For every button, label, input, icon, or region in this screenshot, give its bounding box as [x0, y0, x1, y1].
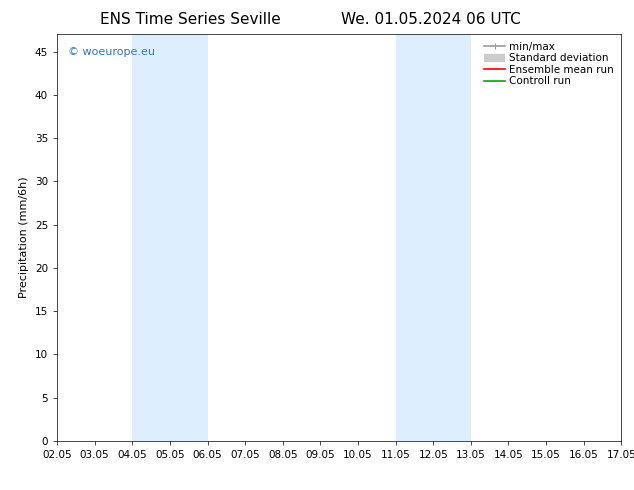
Text: We. 01.05.2024 06 UTC: We. 01.05.2024 06 UTC [341, 12, 521, 27]
Text: ENS Time Series Seville: ENS Time Series Seville [100, 12, 281, 27]
Y-axis label: Precipitation (mm/6h): Precipitation (mm/6h) [19, 177, 29, 298]
Bar [133, 34, 207, 441]
Legend: min/max, Standard deviation, Ensemble mean run, Controll run: min/max, Standard deviation, Ensemble me… [482, 40, 616, 88]
Text: © woeurope.eu: © woeurope.eu [68, 47, 155, 56]
Bar [396, 34, 471, 441]
